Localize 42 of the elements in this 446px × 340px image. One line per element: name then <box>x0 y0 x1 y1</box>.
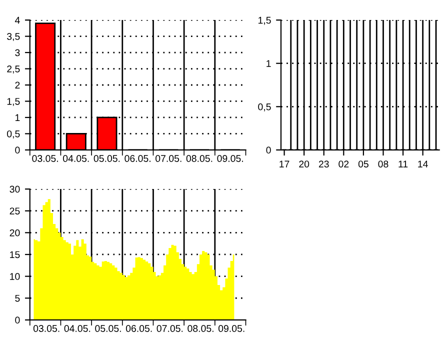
y-tick-label: 15 <box>10 251 20 258</box>
y-tick-label: 3,5 <box>7 33 20 42</box>
x-tick-label: 03.05. <box>33 325 60 332</box>
x-tick-label: 08.05. <box>188 325 214 332</box>
x-tick-label: 05.05. <box>95 325 121 332</box>
x-tick-label: 20 <box>299 160 310 168</box>
x-tick-label: 07.05. <box>156 155 182 162</box>
x-tick-label: 07.05. <box>156 325 183 332</box>
x-tick-label: 04.05. <box>63 155 89 162</box>
x-tick-label: 03.05. <box>32 155 58 162</box>
y-tick-label: 1 <box>266 60 271 67</box>
x-tick-label: 17 <box>280 160 290 168</box>
y-tick-label: 0,5 <box>258 103 271 112</box>
x-tick-label: 09.05. <box>218 325 244 332</box>
x-tick-label: 05 <box>358 160 368 168</box>
x-tick-label: 05.05. <box>94 155 120 162</box>
x-tick-label: 14 <box>418 160 428 168</box>
x-tick-label: 08 <box>378 160 388 168</box>
x-tick-label: 02 <box>338 160 349 168</box>
y-tick-label: 4 <box>14 16 20 24</box>
y-tick-label: 30 <box>10 186 20 193</box>
y-tick-label: 0 <box>266 146 271 154</box>
y-tick-label: 1 <box>15 114 20 121</box>
y-tick-label: 10 <box>10 273 20 280</box>
y-tick-label: 0 <box>15 316 20 324</box>
y-tick-label: 1,5 <box>258 16 271 25</box>
y-tick-label: 0 <box>15 146 20 154</box>
y-tick-label: 20 <box>10 229 20 236</box>
y-tick-label: 3 <box>15 49 20 56</box>
x-tick-label: 06.05. <box>126 325 152 332</box>
y-tick-label: 2 <box>15 82 20 89</box>
x-tick-label: 23 <box>318 160 329 168</box>
y-tick-label: 5 <box>15 294 20 302</box>
x-tick-label: 04.05. <box>64 325 90 332</box>
x-tick-label: 11 <box>398 160 408 168</box>
y-tick-label: 2,5 <box>7 66 20 74</box>
y-tick-label: 25 <box>10 208 20 214</box>
x-tick-label: 09.05. <box>217 155 243 162</box>
x-tick-label: 08.05. <box>186 155 212 162</box>
y-tick-label: 1,5 <box>7 98 20 106</box>
y-tick-label: 0,5 <box>7 130 20 138</box>
x-tick-label: 06.05. <box>124 155 150 162</box>
